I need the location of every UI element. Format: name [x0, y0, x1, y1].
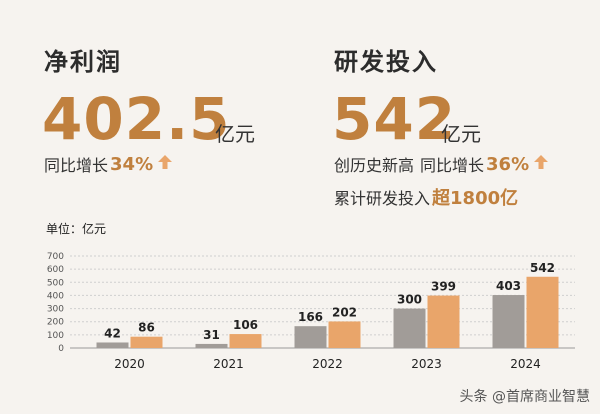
bar [328, 321, 361, 348]
arrow-up-icon [157, 154, 173, 174]
data-label: 300 [397, 293, 422, 307]
x-tick-label: 2022 [312, 357, 343, 371]
net-profit-title: 净利润 [44, 48, 122, 76]
y-tick-label: 200 [47, 318, 64, 328]
data-label: 542 [530, 261, 555, 275]
bar [195, 343, 228, 348]
y-tick-label: 500 [47, 278, 64, 288]
data-label: 106 [233, 318, 258, 332]
rd-record-label: 创历史新高 [334, 156, 415, 175]
data-label: 86 [138, 321, 155, 335]
rd-cumulative: 累计研发投入 超1800亿 [334, 184, 518, 210]
net-profit-unit: 亿元 [215, 122, 255, 146]
bar [526, 276, 559, 348]
net-profit-growth-label: 同比增长 [44, 156, 109, 175]
rd-growth-pct: 36% [486, 153, 530, 175]
bar [492, 295, 525, 348]
bar [130, 336, 163, 348]
y-tick-label: 400 [47, 291, 64, 301]
y-tick-label: 0 [58, 344, 64, 354]
rd-cumulative-label: 累计研发投入 [334, 189, 431, 208]
net-profit-growth-pct: 34% [110, 153, 154, 175]
data-label: 403 [496, 279, 521, 293]
data-label: 31 [203, 328, 220, 342]
rd-unit: 亿元 [441, 122, 481, 146]
net-profit-growth: 同比增长 34% [44, 152, 173, 176]
data-label: 42 [104, 326, 121, 340]
y-tick-label: 100 [47, 331, 64, 341]
data-label: 202 [332, 305, 357, 319]
y-tick-label: 700 [47, 252, 64, 262]
watermark: 头条 @首席商业智慧 [459, 389, 590, 405]
rd-value: 542 [332, 85, 457, 153]
rd-growth-label: 同比增长 [420, 156, 485, 175]
rd-cumulative-value: 超1800亿 [432, 188, 519, 209]
data-label: 166 [298, 310, 323, 324]
bar [393, 308, 426, 348]
rd-growth: 创历史新高 同比增长 36% [334, 152, 549, 176]
net-profit-value: 402.5 [42, 85, 231, 153]
x-tick-label: 2020 [114, 357, 145, 371]
data-label: 399 [431, 280, 456, 294]
y-tick-label: 600 [47, 265, 64, 275]
arrow-up-icon [533, 154, 549, 174]
bar [294, 326, 327, 348]
chart-unit-label: 单位：亿元 [46, 222, 107, 236]
bar [96, 342, 129, 348]
bar [229, 334, 262, 348]
y-tick-label: 300 [47, 305, 64, 315]
x-tick-label: 2024 [510, 357, 541, 371]
x-tick-label: 2021 [213, 357, 244, 371]
rd-title: 研发投入 [334, 48, 438, 76]
x-tick-label: 2023 [411, 357, 442, 371]
bar [427, 295, 460, 348]
